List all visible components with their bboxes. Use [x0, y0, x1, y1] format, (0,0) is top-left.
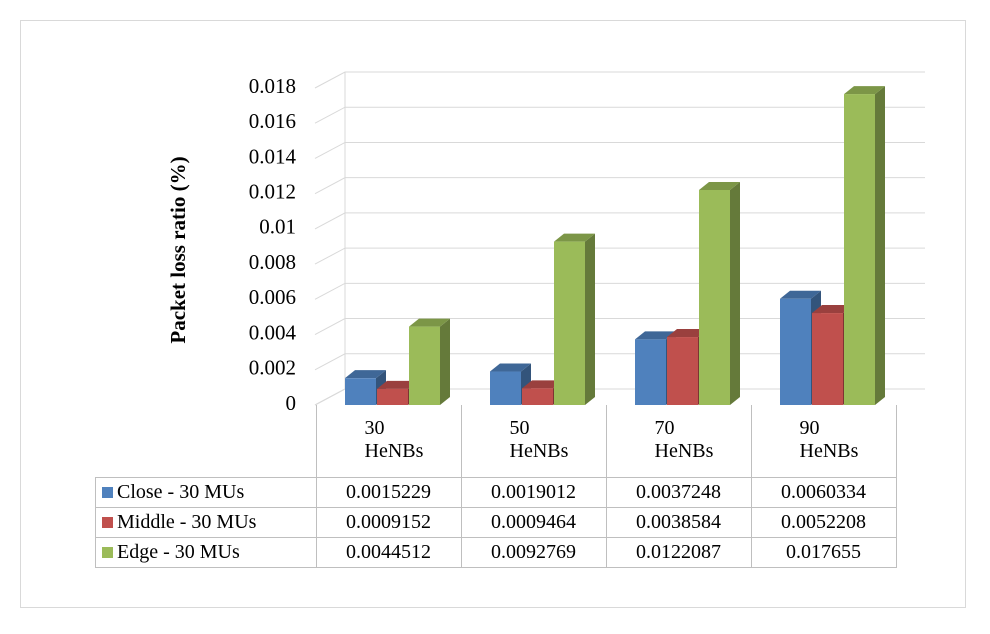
- bar: [377, 388, 408, 405]
- data-table: 30 HeNBs 50 HeNBs 70 HeNBs 90 HeNBs Close - …: [95, 405, 897, 568]
- table-value: 0.0092769: [460, 536, 607, 568]
- legend-label: Middle - 30 MUs: [117, 510, 257, 533]
- table-corner: [96, 405, 317, 477]
- table-row: Middle - 30 MUs 0.0009152 0.0009464 0.00385…: [95, 506, 897, 538]
- bar-top: [667, 329, 708, 338]
- y-axis-label: Packet loss ratio (%): [166, 156, 190, 343]
- grid-line: [314, 177, 925, 195]
- y-tick-label: 0.014: [249, 144, 297, 168]
- table-header-cell: 90 HeNBs: [750, 405, 897, 478]
- bar-top: [812, 305, 853, 314]
- grid-line: [314, 71, 925, 89]
- table-value: 0.017655: [750, 536, 897, 568]
- table-header-cell: 50 HeNBs: [460, 405, 607, 478]
- bar: [522, 388, 553, 405]
- table-value: 0.0038584: [605, 506, 752, 538]
- y-tick-label: 0.002: [249, 356, 296, 380]
- bar: [554, 241, 585, 405]
- y-tick-label: 0.006: [249, 285, 296, 309]
- table-header-cell: 70 HeNBs: [605, 405, 752, 478]
- legend-label: Edge - 30 MUs: [117, 540, 240, 563]
- grid-line: [314, 282, 925, 300]
- table-row: Close - 30 MUs 0.0015229 0.0019012 0.003724…: [95, 476, 897, 508]
- category-label: 90 HeNBs: [799, 417, 859, 462]
- table-header-row: 30 HeNBs 50 HeNBs 70 HeNBs 90 HeNBs: [96, 405, 897, 478]
- chart-frame: [20, 20, 966, 608]
- legend-key: [102, 516, 113, 528]
- bar-side: [440, 318, 450, 405]
- bar: [635, 339, 666, 405]
- grid-line: [314, 106, 925, 124]
- bar: [490, 371, 521, 405]
- bar: [345, 378, 376, 405]
- bar-top: [377, 380, 418, 389]
- table-value: 0.0037248: [605, 476, 752, 508]
- legend-cell: Middle - 30 MUs: [95, 506, 317, 538]
- table-value: 0.0009152: [315, 506, 462, 538]
- grid-line: [314, 247, 925, 265]
- bar: [699, 189, 730, 405]
- table-value: 0.0009464: [460, 506, 607, 538]
- y-tick-label: 0.004: [249, 320, 297, 344]
- bar-top: [409, 318, 450, 327]
- bar: [780, 298, 811, 405]
- category-label: 30 HeNBs: [364, 417, 424, 462]
- legend-cell: Close - 30 MUs: [95, 476, 317, 508]
- table-header-cell: 30 HeNBs: [315, 405, 462, 478]
- bar-top: [635, 331, 676, 340]
- table-value: 0.0060334: [750, 476, 897, 508]
- bar-top: [554, 233, 595, 242]
- category-label: 50 HeNBs: [509, 417, 569, 462]
- legend-key: [102, 546, 113, 558]
- y-tick-label: 0.01: [259, 215, 296, 239]
- table-value: 0.0052208: [750, 506, 897, 538]
- legend-cell: Edge - 30 MUs: [95, 536, 317, 568]
- bar-top: [522, 380, 563, 389]
- grid-line: [314, 141, 925, 159]
- bar-side: [875, 86, 885, 405]
- bar-top: [699, 181, 740, 190]
- bar: [667, 337, 698, 405]
- y-tick-label: 0.012: [249, 179, 296, 203]
- y-tick-label: 0.008: [249, 250, 296, 274]
- table-value: 0.0019012: [460, 476, 607, 508]
- wall-edge: [314, 72, 346, 406]
- grid-line: [314, 212, 925, 230]
- bar-top: [844, 86, 885, 95]
- bar: [844, 94, 875, 405]
- table-value: 0.0044512: [315, 536, 462, 568]
- bar-top: [780, 290, 821, 299]
- table-value: 0.0015229: [315, 476, 462, 508]
- legend-key: [102, 486, 113, 498]
- table-value: 0.0122087: [605, 536, 752, 568]
- bar: [812, 313, 843, 405]
- bar-side: [585, 233, 595, 405]
- bar-top: [345, 370, 386, 379]
- bar-side: [730, 181, 740, 405]
- bar: [409, 326, 440, 405]
- table-row: Edge - 30 MUs 0.0044512 0.0092769 0.0122087…: [95, 536, 897, 568]
- bar-top: [490, 363, 531, 372]
- y-tick-label: 0: [286, 391, 297, 415]
- legend-label: Close - 30 MUs: [117, 480, 245, 503]
- y-tick-label: 0.016: [249, 109, 296, 133]
- category-label: 70 HeNBs: [654, 417, 714, 462]
- y-tick-label: 0.018: [249, 74, 296, 98]
